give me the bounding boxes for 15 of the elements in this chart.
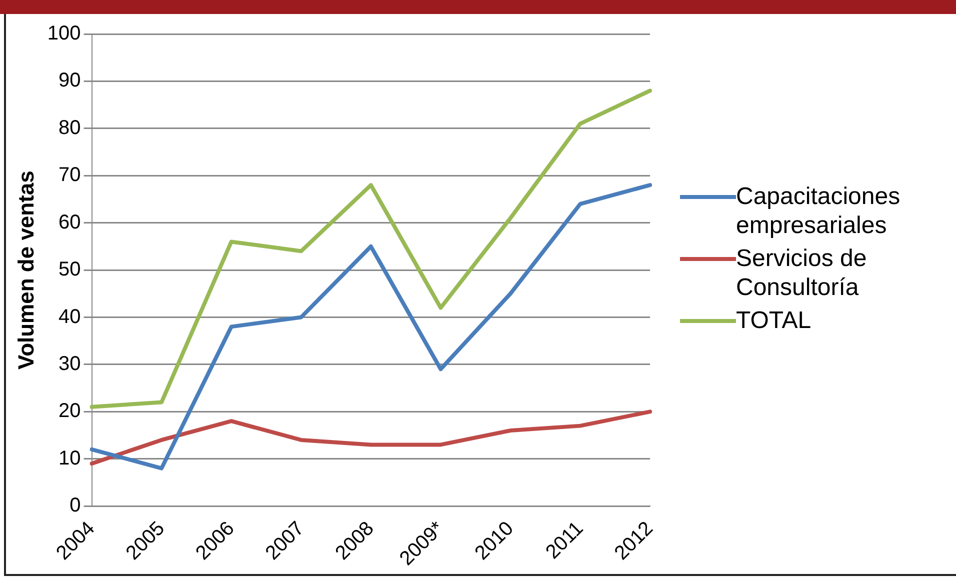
y-tick-label: 80 (58, 116, 81, 139)
y-axis-title: Volumen de ventas (13, 170, 38, 370)
y-tick-label: 60 (58, 211, 81, 234)
y-tick-label: 100 (47, 22, 81, 45)
legend-label: Capacitaciones empresariales (736, 182, 902, 240)
y-tick-label: 70 (58, 164, 81, 186)
y-tick-label: 10 (58, 447, 81, 470)
legend-label: Servicios de Consultoría (736, 244, 868, 302)
y-tick-label: 90 (58, 70, 81, 92)
y-tick-label: 50 (58, 258, 81, 281)
y-tick-label: 0 (70, 494, 81, 517)
y-tick-label: 30 (58, 352, 81, 375)
legend-label: TOTAL (736, 306, 812, 335)
y-tick-label: 40 (58, 306, 81, 328)
y-tick-label: 20 (58, 400, 81, 422)
